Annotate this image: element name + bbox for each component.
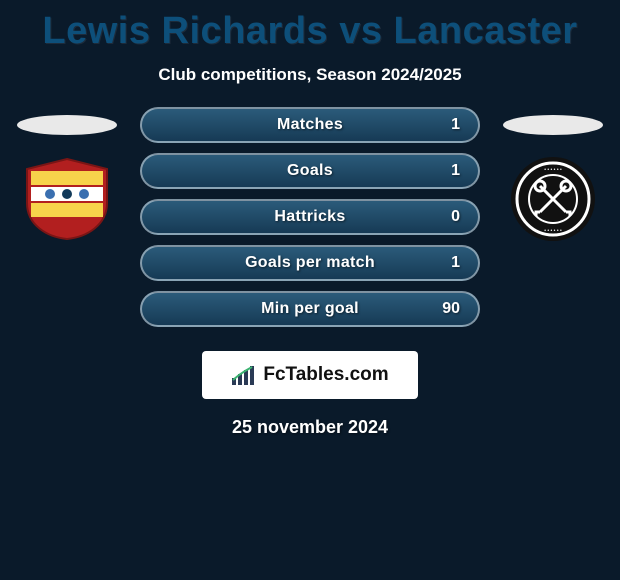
comparison-row: Matches 1 Goals 1 Hattricks 0 Goals per …: [0, 115, 620, 327]
stat-value: 0: [451, 208, 460, 226]
stat-value: 1: [451, 162, 460, 180]
svg-text:• • • • • •: • • • • • •: [544, 228, 562, 234]
circle-badge-icon: • • • • • • • • • • • •: [510, 156, 596, 242]
home-placeholder-ellipse: [17, 115, 117, 135]
stat-row-min-per-goal: Min per goal 90: [140, 291, 480, 327]
shield-icon: [17, 157, 117, 241]
home-column: [12, 115, 122, 241]
away-placeholder-ellipse: [503, 115, 603, 135]
home-club-crest: [17, 157, 117, 241]
away-club-crest: • • • • • • • • • • • •: [503, 157, 603, 241]
stat-row-hattricks: Hattricks 0: [140, 199, 480, 235]
stat-row-matches: Matches 1: [140, 107, 480, 143]
stat-label: Hattricks: [274, 208, 345, 226]
chart-icon: [231, 364, 257, 386]
stat-label: Goals per match: [245, 254, 375, 272]
stat-label: Matches: [277, 116, 343, 134]
shield-dot-3: [79, 189, 89, 199]
page-title: Lewis Richards vs Lancaster: [0, 10, 620, 53]
stat-label: Min per goal: [261, 300, 359, 318]
shield-low-band: [31, 203, 103, 217]
stat-row-goals-per-match: Goals per match 1: [140, 245, 480, 281]
stats-column: Matches 1 Goals 1 Hattricks 0 Goals per …: [140, 107, 480, 327]
source-logo-text: FcTables.com: [263, 364, 388, 386]
stat-row-goals: Goals 1: [140, 153, 480, 189]
stat-value: 1: [451, 254, 460, 272]
shield-dot-1: [45, 189, 55, 199]
source-logo: FcTables.com: [202, 351, 418, 399]
stat-value: 90: [442, 300, 460, 318]
stat-value: 1: [451, 116, 460, 134]
snapshot-date: 25 november 2024: [0, 417, 620, 438]
shield-dot-2: [62, 189, 72, 199]
away-column: • • • • • • • • • • • •: [498, 115, 608, 241]
svg-text:• • • • • •: • • • • • •: [544, 167, 562, 173]
subtitle: Club competitions, Season 2024/2025: [0, 65, 620, 85]
stat-label: Goals: [287, 162, 333, 180]
shield-top-band: [31, 171, 103, 185]
